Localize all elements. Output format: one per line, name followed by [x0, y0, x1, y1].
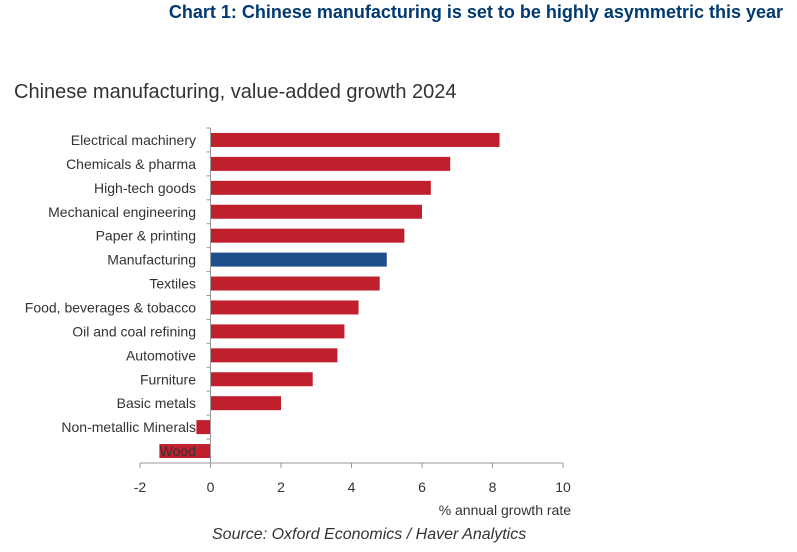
category-label: Paper & printing: [96, 228, 196, 244]
bar: [210, 372, 313, 387]
category-label: Non-metallic Minerals: [61, 419, 196, 435]
category-label: Chemicals & pharma: [66, 156, 196, 172]
bar: [210, 348, 338, 363]
x-tick-label: 10: [555, 479, 571, 495]
category-label: Food, beverages & tobacco: [25, 299, 196, 315]
bar: [210, 132, 500, 147]
bar: [210, 276, 380, 291]
bar: [210, 228, 405, 243]
chart-heading: Chart 1: Chinese manufacturing is set to…: [168, 2, 783, 22]
category-label: Electrical machinery: [71, 132, 196, 148]
x-axis-title: % annual growth rate: [439, 502, 572, 518]
bar: [159, 444, 211, 459]
category-label: Automotive: [126, 347, 196, 363]
bar: [210, 156, 451, 171]
x-tick-label: 0: [207, 479, 215, 495]
category-label: Wood: [160, 443, 196, 459]
x-tick-label: 2: [277, 479, 285, 495]
x-tick-label: 8: [489, 479, 497, 495]
bar: [210, 324, 345, 339]
bar: [210, 252, 387, 267]
bar: [210, 180, 431, 195]
category-label: Manufacturing: [107, 252, 196, 268]
bar: [210, 204, 422, 219]
category-label: Mechanical engineering: [48, 204, 196, 220]
category-label: Oil and coal refining: [72, 323, 196, 339]
bar: [196, 420, 211, 435]
bar: [210, 300, 359, 315]
x-tick-label: 4: [348, 479, 356, 495]
category-label: Basic metals: [117, 395, 196, 411]
x-tick-label: -2: [134, 479, 147, 495]
source-note: Source: Oxford Economics / Haver Analyti…: [212, 526, 527, 543]
category-label: Furniture: [140, 371, 196, 387]
bar: [210, 396, 281, 411]
category-label: High-tech goods: [94, 180, 196, 196]
chart-title: Chinese manufacturing, value-added growt…: [14, 81, 457, 103]
category-label: Textiles: [149, 276, 196, 292]
x-tick-label: 6: [418, 479, 426, 495]
